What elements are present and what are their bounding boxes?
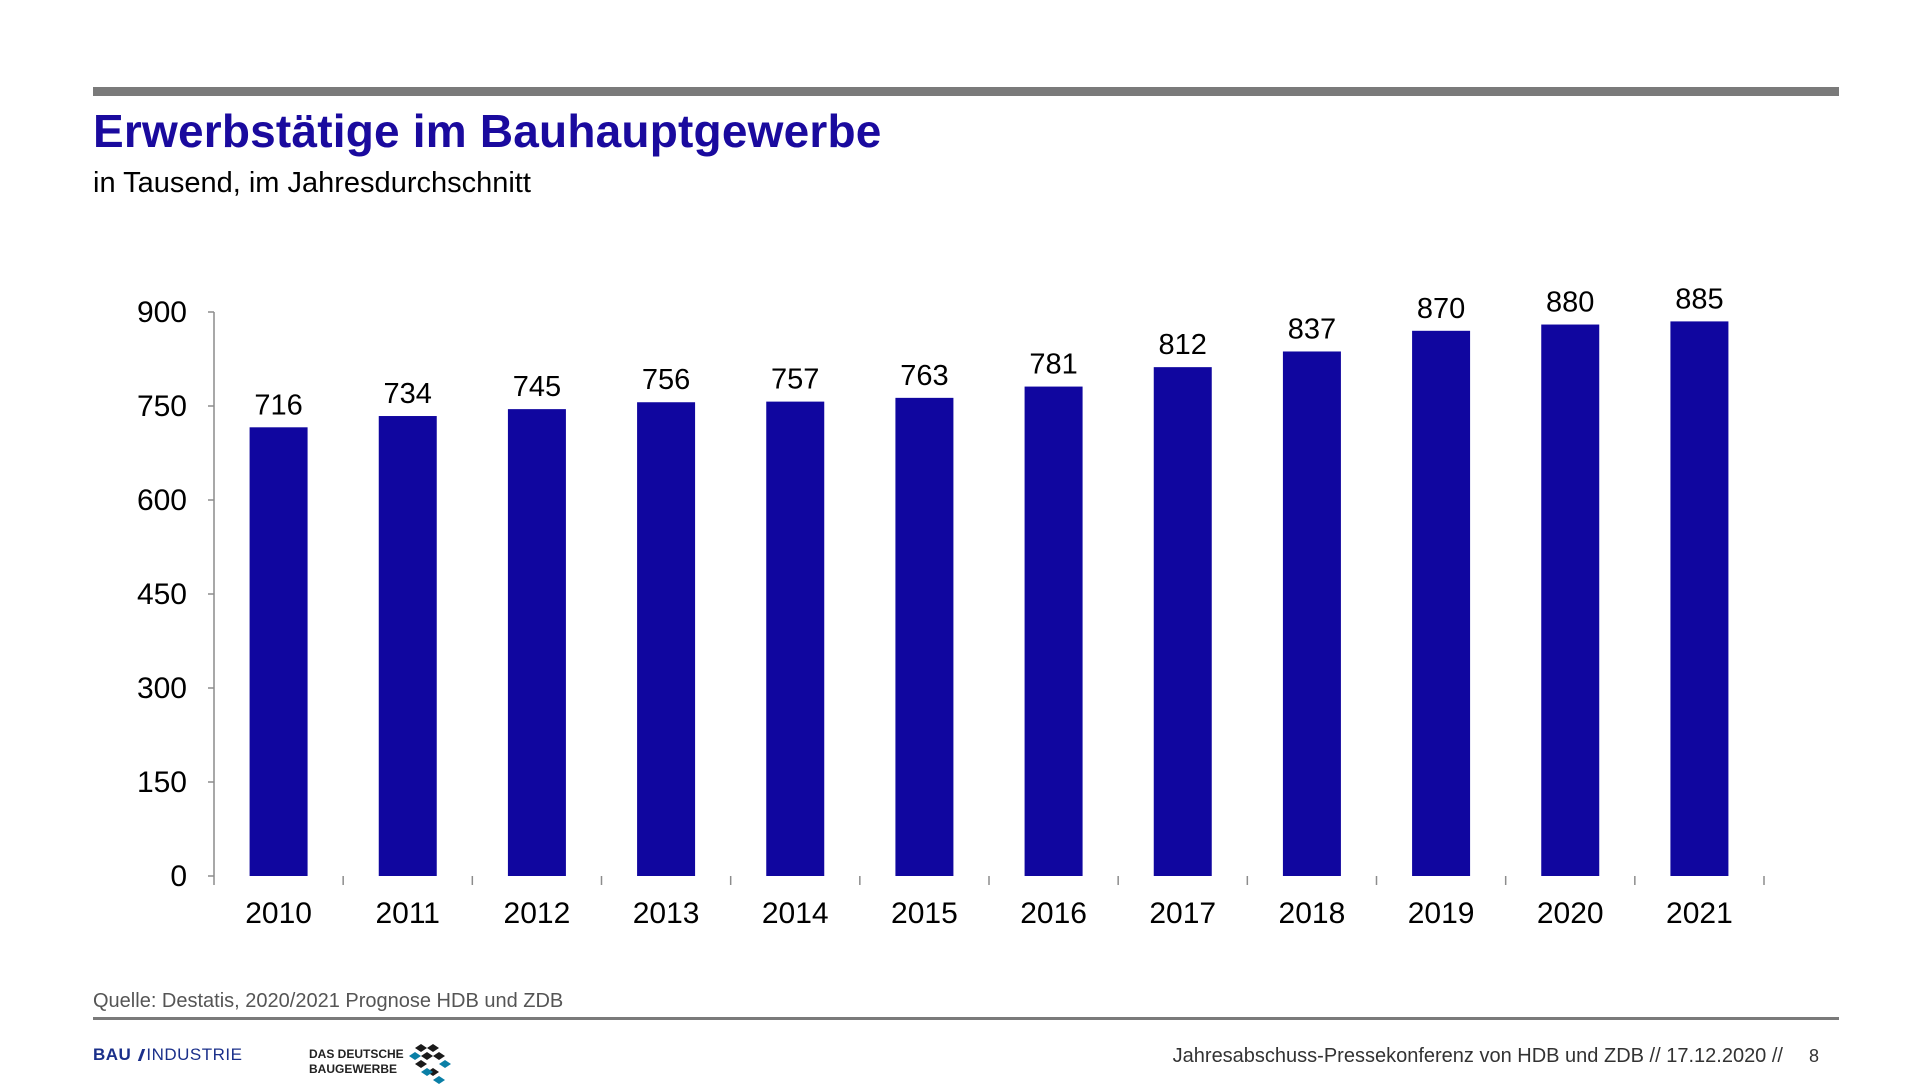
y-tick-label: 450 bbox=[137, 578, 187, 611]
page-title: Erwerbstätige im Bauhauptgewerbe bbox=[93, 105, 882, 157]
data-label: 880 bbox=[1546, 287, 1594, 319]
y-tick-label: 900 bbox=[137, 296, 187, 329]
bar bbox=[507, 409, 566, 876]
bar bbox=[1670, 321, 1729, 876]
bottom-rule bbox=[93, 1017, 1839, 1020]
bauindustrie-logo: BAU INDUSTRIE bbox=[93, 1045, 242, 1065]
bar bbox=[249, 427, 308, 876]
bar bbox=[378, 416, 437, 876]
bau-logo-mark bbox=[132, 1049, 146, 1061]
y-tick-label: 0 bbox=[170, 860, 187, 893]
x-tick-label: 2012 bbox=[504, 897, 571, 930]
zdb-logo-line1: DAS DEUTSCHE bbox=[309, 1047, 404, 1061]
data-label: 757 bbox=[771, 364, 819, 396]
page-number: 8 bbox=[1808, 1046, 1819, 1066]
data-label: 837 bbox=[1288, 313, 1336, 345]
data-label: 745 bbox=[513, 371, 561, 403]
x-tick-label: 2019 bbox=[1408, 897, 1475, 930]
x-tick-label: 2015 bbox=[891, 897, 958, 930]
x-tick-label: 2017 bbox=[1149, 897, 1216, 930]
x-tick-label: 2016 bbox=[1020, 897, 1087, 930]
page-subtitle: in Tausend, im Jahresdurchschnitt bbox=[93, 167, 531, 199]
data-label: 885 bbox=[1675, 283, 1723, 315]
bar bbox=[1412, 330, 1471, 876]
bar bbox=[895, 397, 954, 876]
footer-text: Jahresabschuss-Pressekonferenz von HDB u… bbox=[1172, 1045, 1783, 1067]
zdb-logo-text: DAS DEUTSCHE BAUGEWERBE bbox=[309, 1047, 407, 1077]
bar bbox=[1541, 324, 1600, 876]
zdb-logo-line2: BAUGEWERBE bbox=[309, 1062, 398, 1076]
x-tick-label: 2010 bbox=[245, 897, 312, 930]
x-tick-label: 2013 bbox=[633, 897, 700, 930]
bau-logo-bold: BAU bbox=[93, 1045, 132, 1064]
x-tick-label: 2014 bbox=[762, 897, 829, 930]
data-label: 812 bbox=[1159, 329, 1207, 361]
data-label: 716 bbox=[254, 389, 302, 421]
cube-logo-icon bbox=[409, 1044, 451, 1084]
data-label: 763 bbox=[900, 360, 948, 392]
y-tick-label: 750 bbox=[137, 390, 187, 423]
x-tick-label: 2020 bbox=[1537, 897, 1604, 930]
zdb-logo: DAS DEUTSCHE BAUGEWERBE bbox=[309, 1040, 453, 1084]
data-label: 870 bbox=[1417, 293, 1465, 325]
y-tick-label: 300 bbox=[137, 672, 187, 705]
top-rule bbox=[93, 87, 1839, 96]
y-tick-label: 600 bbox=[137, 484, 187, 517]
bau-logo-text: INDUSTRIE bbox=[146, 1045, 243, 1064]
x-tick-label: 2021 bbox=[1666, 897, 1733, 930]
bar-chart: 0 150 300 450 600 750 900 716 2010 734 2011 745 2012… bbox=[137, 283, 1765, 930]
data-label: 756 bbox=[642, 364, 690, 396]
y-tick-label: 150 bbox=[137, 766, 187, 799]
bar bbox=[1024, 386, 1083, 876]
bar bbox=[1282, 351, 1341, 877]
x-tick-label: 2011 bbox=[375, 897, 440, 930]
data-label: 781 bbox=[1029, 349, 1077, 381]
data-label: 734 bbox=[384, 378, 432, 410]
bar bbox=[1153, 367, 1212, 876]
footer: Jahresabschuss-Pressekonferenz von HDB u… bbox=[1173, 1045, 1819, 1068]
source-note: Quelle: Destatis, 2020/2021 Prognose HDB… bbox=[93, 990, 564, 1012]
bar bbox=[637, 402, 696, 876]
bar bbox=[766, 401, 825, 876]
x-tick-label: 2018 bbox=[1279, 897, 1346, 930]
